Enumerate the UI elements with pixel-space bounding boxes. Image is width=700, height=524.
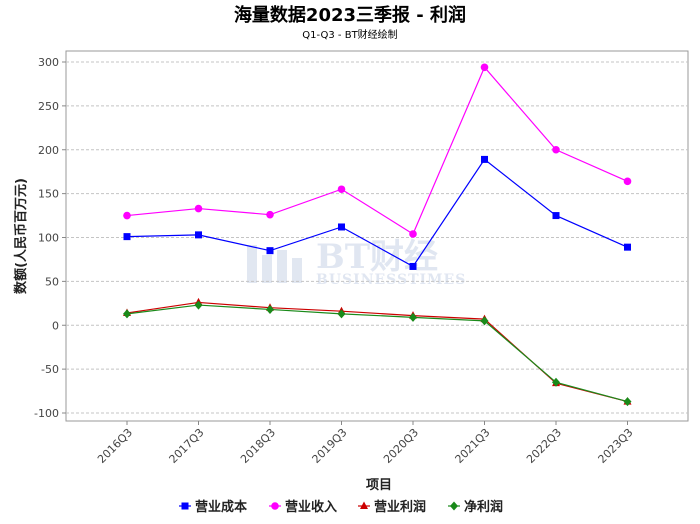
data-point-square	[181, 502, 189, 510]
watermark-logo-bar	[247, 245, 257, 283]
data-point-circle	[123, 211, 131, 220]
data-point-circle	[480, 63, 489, 72]
y-tick-label: -100	[34, 407, 59, 420]
legend: 营业成本 营业收入 营业利润 净利润	[179, 499, 503, 515]
chart-subtitle: Q1-Q3 - BT财经绘制	[302, 28, 397, 41]
y-tick-label: 100	[38, 232, 59, 245]
legend-item-label: 营业成本	[195, 499, 247, 515]
series-line	[126, 66, 628, 235]
x-tick-label: 2023Q3	[596, 426, 636, 466]
y-tick-label: 50	[45, 275, 59, 288]
watermark-logo-bar	[277, 250, 287, 283]
data-point-diamond	[123, 309, 131, 319]
watermark-logo-bar	[262, 255, 272, 283]
watermark-logo-bar	[292, 258, 302, 283]
series-line	[126, 158, 628, 268]
watermark: BT财经 BUSINESSTIMES	[247, 237, 466, 288]
y-tick-label: 300	[38, 56, 59, 69]
x-axis: 2016Q3 2017Q3 2018Q3 2019Q3 2020Q3 2021Q3 2022…	[95, 421, 636, 466]
x-tick-label: 2019Q3	[310, 426, 350, 466]
data-point-circle	[337, 185, 346, 194]
watermark-text-en: BUSINESSTIMES	[316, 272, 466, 288]
data-point-square	[409, 262, 417, 270]
data-point-square	[338, 223, 345, 231]
y-axis: -100 -50 0 50 100 150 200 250 300	[34, 56, 66, 420]
data-point-square	[552, 212, 560, 220]
legend-item-label: 营业收入	[285, 499, 337, 515]
x-tick-label: 2017Q3	[167, 426, 207, 466]
data-point-circle	[552, 145, 560, 154]
data-point-diamond	[266, 304, 274, 314]
data-point-triangle	[360, 501, 368, 509]
y-tick-label: 150	[38, 188, 59, 201]
data-point-square	[624, 243, 631, 251]
y-axis-label: 数额(人民币百万元)	[13, 178, 29, 294]
x-tick-label: 2021Q3	[453, 426, 493, 466]
data-point-square	[266, 247, 274, 255]
series-lines	[123, 63, 632, 407]
data-point-circle	[409, 230, 417, 238]
data-point-diamond	[480, 316, 489, 326]
y-tick-label: 0	[52, 319, 59, 332]
data-point-circle	[271, 502, 279, 510]
x-tick-label: 2016Q3	[95, 426, 135, 466]
y-tick-label: 250	[38, 100, 59, 113]
data-point-square	[481, 155, 488, 163]
y-tick-label: -50	[41, 363, 59, 376]
chart-title: 海量数据2023三季报 - 利润	[234, 4, 466, 26]
data-point-diamond	[623, 397, 632, 407]
data-point-diamond	[337, 309, 346, 319]
legend-item-label: 营业利润	[374, 499, 426, 515]
x-tick-label: 2018Q3	[238, 426, 278, 466]
data-point-square	[123, 233, 131, 241]
data-point-circle	[194, 204, 203, 213]
data-point-square	[195, 231, 202, 239]
x-tick-label: 2022Q3	[524, 426, 564, 466]
legend-item-label: 净利润	[464, 499, 503, 515]
x-axis-label: 项目	[366, 478, 392, 493]
series-line	[126, 304, 628, 403]
x-tick-label: 2020Q3	[381, 426, 421, 466]
data-point-diamond	[409, 312, 417, 322]
data-point-diamond	[552, 377, 560, 387]
watermark-text-cn: BT财经	[316, 237, 438, 277]
data-point-circle	[266, 210, 274, 219]
data-point-diamond	[194, 300, 203, 310]
data-point-diamond	[450, 501, 458, 511]
data-point-circle	[623, 177, 632, 186]
y-tick-label: 200	[38, 144, 59, 157]
gridlines	[66, 61, 688, 414]
